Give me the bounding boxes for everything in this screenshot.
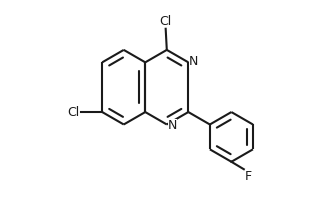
Text: Cl: Cl: [68, 106, 80, 119]
Text: N: N: [189, 55, 199, 68]
Text: N: N: [168, 119, 177, 132]
Text: F: F: [245, 170, 252, 183]
Text: Cl: Cl: [160, 15, 172, 28]
